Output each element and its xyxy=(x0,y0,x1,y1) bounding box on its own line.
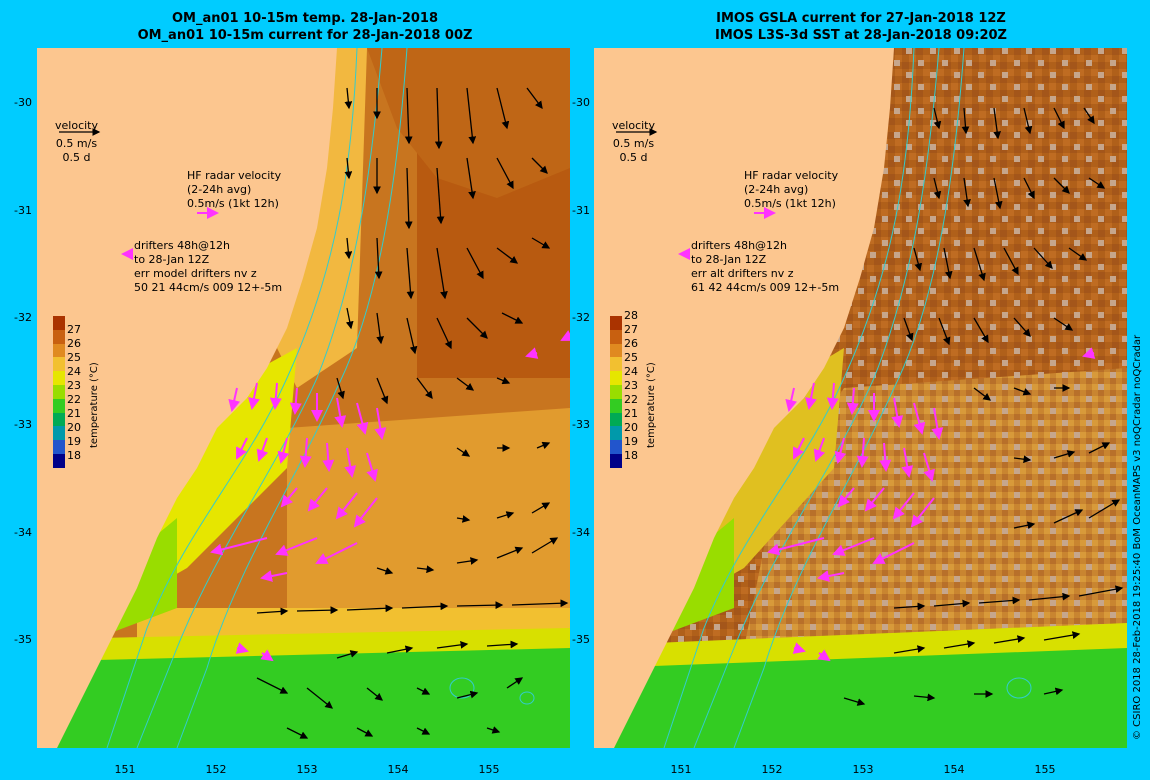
left-velocity-legend: velocity 0.5 m/s 0.5 d xyxy=(55,119,98,165)
left-hf-radar-arrows xyxy=(210,330,570,662)
lat-label: -30 xyxy=(14,96,32,109)
left-cb-label: 26 xyxy=(67,337,81,350)
left-drifters-legend: drifters 48h@12h to 28-Jan 12Z err model… xyxy=(134,239,282,295)
right-drifters-line3: err alt drifters nv z xyxy=(691,267,794,280)
left-title-line1: OM_an01 10-15m temp. 28-Jan-2018 xyxy=(171,11,439,26)
right-map-canvas xyxy=(594,48,1127,748)
left-title-line2: OM_an01 10-15m current for 28-Jan-2018 0… xyxy=(137,28,473,43)
right-title-line1: IMOS GSLA current for 27-Jan-2018 12Z xyxy=(716,11,1006,26)
left-cb-label: 18 xyxy=(67,449,81,462)
left-map-panel: velocity 0.5 m/s 0.5 d HF radar velocity… xyxy=(37,48,570,748)
left-colorbar xyxy=(53,316,65,468)
lat-label: -33 xyxy=(572,418,590,431)
right-land xyxy=(594,48,894,748)
left-hf-line1: HF radar velocity xyxy=(187,169,282,182)
left-title: OM_an01 10-15m temp. 28-Jan-2018 OM_an01… xyxy=(40,10,570,44)
right-hf-line3: 0.5m/s (1kt 12h) xyxy=(744,197,836,210)
left-cb-label: 22 xyxy=(67,393,81,406)
right-velocity-legend: velocity 0.5 m/s 0.5 d xyxy=(612,119,655,165)
lon-label: 153 xyxy=(296,763,318,776)
lon-label: 154 xyxy=(387,763,409,776)
left-cb-label: 23 xyxy=(67,379,81,392)
lat-label: -31 xyxy=(14,204,32,217)
lon-label: 152 xyxy=(205,763,227,776)
right-hf-line1: HF radar velocity xyxy=(744,169,839,182)
lat-label: -34 xyxy=(14,526,32,539)
lat-label: -32 xyxy=(572,311,590,324)
right-velocity-time: 0.5 d xyxy=(619,151,648,164)
right-drifters-line2: to 28-Jan 12Z xyxy=(691,253,767,266)
right-colorbar-title: temperature (°C) xyxy=(646,362,657,448)
left-velocity-time: 0.5 d xyxy=(62,151,91,164)
left-cb-label: 20 xyxy=(67,421,81,434)
right-cb-label: 23 xyxy=(624,379,638,392)
lat-label: -35 xyxy=(572,633,590,646)
right-velocity-scale: 0.5 m/s xyxy=(612,137,655,150)
left-cb-label: 19 xyxy=(67,435,81,448)
right-cb-label: 18 xyxy=(624,449,638,462)
left-cb-label: 24 xyxy=(67,365,81,378)
right-map-panel: velocity 0.5 m/s 0.5 d HF radar velocity… xyxy=(594,48,1127,748)
right-title-line2: IMOS L3S-3d SST at 28-Jan-2018 09:20Z xyxy=(715,28,1007,43)
left-current-arrows xyxy=(256,87,569,739)
right-velocity-label: velocity xyxy=(612,119,655,132)
right-drifters-line4: 61 42 44cm/s 009 12+-5m xyxy=(691,281,840,294)
left-colorbar-title: temperature (°C) xyxy=(89,362,100,448)
right-hf-line2: (2-24h avg) xyxy=(744,183,809,196)
right-title: IMOS GSLA current for 27-Jan-2018 12Z IM… xyxy=(596,10,1126,44)
right-cb-label: 21 xyxy=(624,407,638,420)
lon-label: 153 xyxy=(852,763,874,776)
right-colorbar xyxy=(610,316,622,468)
lon-label: 152 xyxy=(761,763,783,776)
lon-label: 155 xyxy=(1034,763,1056,776)
left-velocity-label: velocity xyxy=(55,119,98,132)
left-drifters-line1: drifters 48h@12h xyxy=(134,239,231,252)
right-cb-label: 22 xyxy=(624,393,638,406)
left-cb-label: 21 xyxy=(67,407,81,420)
right-current-arrows xyxy=(843,107,1124,706)
lat-label: -32 xyxy=(14,311,32,324)
right-drifters-line1: drifters 48h@12h xyxy=(691,239,788,252)
left-drifters-line4: 50 21 44cm/s 009 12+-5m xyxy=(134,281,283,294)
left-hf-line2: (2-24h avg) xyxy=(187,183,252,196)
right-drifters-legend: drifters 48h@12h to 28-Jan 12Z err alt d… xyxy=(691,239,839,295)
right-cb-label: 25 xyxy=(624,351,638,364)
left-map-canvas xyxy=(37,48,570,748)
left-hf-line3: 0.5m/s (1kt 12h) xyxy=(187,197,279,210)
right-hf-radar-arrows xyxy=(767,347,1096,662)
lon-label: 154 xyxy=(943,763,965,776)
lat-label: -34 xyxy=(572,526,590,539)
left-velocity-scale: 0.5 m/s xyxy=(55,137,98,150)
right-cb-label: 28 xyxy=(624,309,638,322)
lon-label: 155 xyxy=(478,763,500,776)
lat-label: -31 xyxy=(572,204,590,217)
right-cb-label: 26 xyxy=(624,337,638,350)
left-cb-label: 27 xyxy=(67,323,81,336)
lat-label: -30 xyxy=(572,96,590,109)
left-land xyxy=(37,48,337,748)
right-colorbar-labels: 28 27 26 25 24 23 22 21 20 19 18 xyxy=(624,309,638,462)
credit-text: © CSIRO 2018 28-Feb-2018 19:25:40 BoM Oc… xyxy=(1132,334,1143,740)
lon-label: 151 xyxy=(670,763,692,776)
right-hf-radar-legend: HF radar velocity (2-24h avg) 0.5m/s (1k… xyxy=(744,169,838,211)
right-cb-label: 24 xyxy=(624,365,638,378)
right-cb-label: 20 xyxy=(624,421,638,434)
left-cb-label: 25 xyxy=(67,351,81,364)
left-hf-radar-legend: HF radar velocity (2-24h avg) 0.5m/s (1k… xyxy=(187,169,281,211)
left-drifters-line2: to 28-Jan 12Z xyxy=(134,253,210,266)
left-colorbar-labels: 27 26 25 24 23 22 21 20 19 18 xyxy=(67,323,81,462)
lon-label: 151 xyxy=(114,763,136,776)
lat-label: -35 xyxy=(14,633,32,646)
right-cb-label: 19 xyxy=(624,435,638,448)
lat-label: -33 xyxy=(14,418,32,431)
right-cb-label: 27 xyxy=(624,323,638,336)
left-drifters-line3: err model drifters nv z xyxy=(134,267,257,280)
